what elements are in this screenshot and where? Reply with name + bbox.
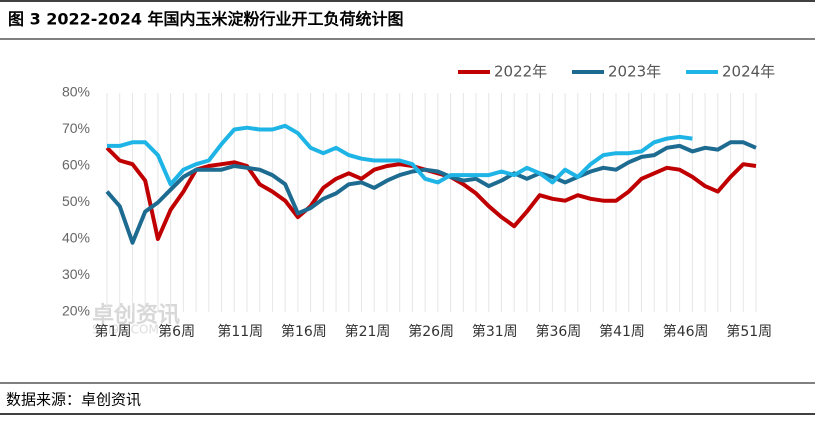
- y-tick-label: 40%: [62, 230, 90, 246]
- y-tick-label: 50%: [62, 193, 90, 209]
- x-tick-label: 第1周: [95, 323, 132, 340]
- y-tick-label: 60%: [62, 157, 90, 173]
- x-tick-label: 第41周: [599, 323, 645, 340]
- x-tick-label: 第11周: [217, 323, 263, 340]
- legend-label: 2023年: [608, 63, 661, 81]
- watermark-sub: SCI99.COM: [92, 323, 159, 337]
- x-tick-label: 第16周: [281, 323, 327, 340]
- legend-label: 2022年: [494, 63, 547, 81]
- x-tick-label: 第26周: [408, 323, 454, 340]
- source: 数据来源：卓创资讯: [6, 391, 141, 409]
- y-tick-label: 70%: [62, 120, 90, 136]
- y-tick-label: 20%: [62, 303, 90, 319]
- y-tick-label: 30%: [62, 266, 90, 282]
- x-tick-label: 第21周: [345, 323, 391, 340]
- series-line: [105, 140, 757, 245]
- y-tick-label: 80%: [62, 84, 90, 100]
- x-tick-label: 第36周: [535, 323, 581, 340]
- series-line: [107, 123, 693, 187]
- legend-label: 2024年: [722, 63, 775, 81]
- chart-title: 图 3 2022-2024 年国内玉米淀粉行业开工负荷统计图: [8, 10, 404, 29]
- x-tick-label: 第51周: [726, 323, 772, 340]
- x-tick-label: 第31周: [472, 323, 518, 340]
- x-tick-label: 第46周: [663, 323, 709, 340]
- x-tick-label: 第6周: [158, 323, 195, 340]
